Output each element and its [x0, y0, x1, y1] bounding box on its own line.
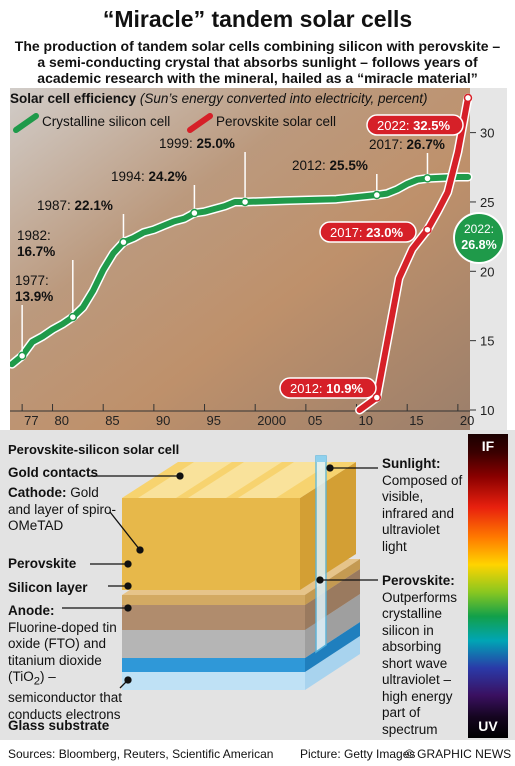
y-tick-label: 25 — [480, 195, 494, 210]
cell-diagram — [62, 455, 378, 690]
silicon-point — [68, 312, 78, 322]
silicon-point — [190, 208, 199, 218]
silicon-series-line — [10, 174, 471, 368]
legend-swatch — [13, 113, 39, 133]
y-tick-label: 20 — [480, 264, 494, 279]
x-tick-label: 05 — [308, 413, 322, 428]
label-perovskite-note: Perovskite: Outperforms crystalline silic… — [382, 573, 458, 737]
x-tick-label: 77 — [24, 413, 38, 428]
silicon-point — [240, 197, 250, 207]
page-title: “Miracle” tandem solar cells — [102, 6, 413, 32]
perovskite-label-tag — [366, 114, 464, 136]
silicon-value-label: 16.7% — [17, 244, 55, 259]
label-silicon-layer: Silicon layer — [8, 580, 88, 595]
label-gold-contacts: Gold contacts — [8, 465, 99, 480]
perovskite-point — [372, 393, 382, 402]
x-tick-label: 20 — [460, 413, 474, 428]
label-sunlight: Sunlight: Composed of visible, infrared a… — [382, 456, 463, 554]
x-tick-label: 95 — [207, 413, 221, 428]
y-tick-label: 10 — [480, 403, 494, 418]
chart-background-photo — [10, 88, 470, 430]
spectrum-label-if: IF — [481, 438, 495, 454]
x-tick-label: 2000 — [257, 413, 286, 428]
y-tick-label: 15 — [480, 334, 494, 349]
silicon-year-label: 1977: — [15, 273, 49, 288]
x-tick-label: 15 — [409, 413, 423, 428]
perovskite-point — [463, 93, 473, 103]
x-tick-label: 90 — [156, 413, 170, 428]
perovskite-label-tag — [319, 221, 417, 243]
silicon-point — [372, 190, 382, 200]
diagram-title: Perovskite-silicon solar cell — [8, 442, 180, 457]
x-tick-label: 85 — [105, 413, 119, 428]
label-anode: Anode: Fluorine-doped tin oxide (FTO) and… — [8, 603, 123, 722]
chart-title: Solar cell efficiency (Sun’s energy conv… — [10, 91, 428, 106]
legend-label: Crystalline silicon cell — [42, 114, 170, 129]
perovskite-data-label: 2017: 23.0% — [330, 225, 403, 240]
legend-swatch — [187, 113, 213, 133]
x-tick-label: 80 — [55, 413, 69, 428]
footer-picture-credit: Picture: Getty Images — [300, 747, 416, 761]
silicon-data-label: 2012: 25.5% — [292, 158, 368, 173]
silicon-point — [119, 237, 128, 247]
silicon-2022-badge — [453, 212, 505, 264]
efficiency-chart-panel: 77 80 85 90 95 2000 05 10 15 20 10 15 20 25 30 Crystal… — [10, 88, 507, 430]
leader-lines — [62, 464, 378, 689]
silicon-year-label: 1982: — [17, 228, 51, 243]
efficiency-chart: 77 80 85 90 95 2000 05 10 15 20 10 15 20 25 30 Crystal… — [10, 88, 507, 430]
silicon-2022-year: 2022: — [464, 222, 494, 236]
silicon-point — [423, 174, 432, 183]
silicon-data-label: 1994: 24.2% — [111, 169, 187, 184]
silicon-value-label: 13.9% — [15, 289, 53, 304]
label-glass-substrate: Glass substrate — [8, 718, 110, 733]
perovskite-point — [423, 225, 432, 234]
perovskite-label-tag — [279, 377, 377, 399]
light-spectrum-bar — [468, 434, 508, 738]
silicon-data-label: 2017: 26.7% — [369, 137, 445, 152]
footer-copyright: © GRAPHIC NEWS — [405, 747, 512, 761]
perovskite-series-line — [356, 94, 471, 413]
footer-sources: Sources: Bloomberg, Reuters, Scientific … — [8, 747, 274, 761]
perovskite-data-label: 2012: 10.9% — [290, 381, 363, 396]
spectrum-label-uv: UV — [478, 718, 498, 734]
legend-label: Perovskite solar cell — [216, 114, 336, 129]
perovskite-data-label: 2022: 32.5% — [377, 118, 450, 133]
silicon-2022-value: 26.8% — [461, 238, 496, 252]
sunlight-beam — [315, 455, 327, 654]
y-tick-label: 30 — [480, 126, 494, 141]
x-tick-label: 10 — [359, 413, 373, 428]
silicon-data-label: 1987: 22.1% — [37, 198, 113, 213]
page-subtitle: The production of tandem solar cells com… — [14, 38, 501, 86]
silicon-data-label: 1999: 25.0% — [159, 136, 235, 151]
silicon-point — [17, 351, 27, 361]
label-perovskite: Perovskite — [8, 556, 77, 571]
gold-cube — [122, 462, 356, 590]
label-cathode: Cathode: Gold and layer of spiro-OMeTAD — [8, 485, 117, 533]
